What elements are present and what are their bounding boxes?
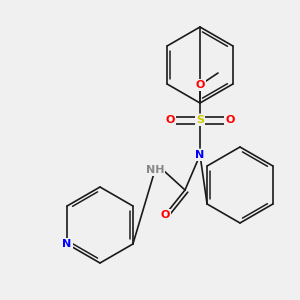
Text: N: N [195,150,205,160]
Text: S: S [196,115,204,125]
Text: O: O [165,115,175,125]
Text: O: O [195,80,205,90]
Text: NH: NH [146,165,164,175]
Text: N: N [62,239,72,249]
Text: O: O [225,115,235,125]
Text: O: O [160,210,170,220]
